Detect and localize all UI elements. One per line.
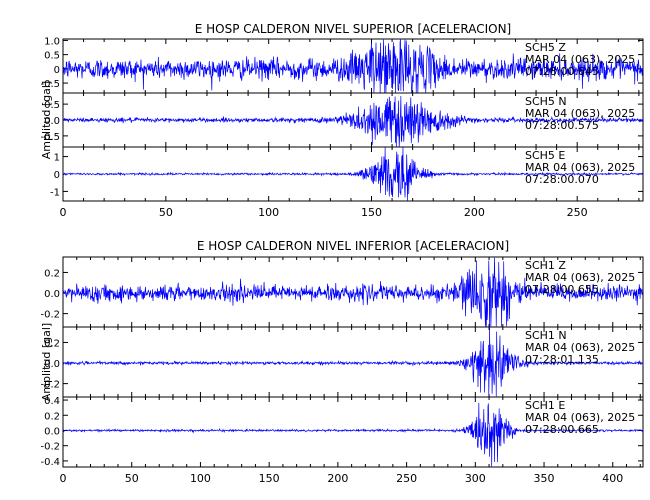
trace-station-label: SCH5 Z [525,41,566,54]
trace-station-label: SCH1 Z [525,259,566,272]
y-tick-label: 0.0 [44,426,60,437]
waveform-trace [62,327,644,397]
trace-time-label: 07:28:00.645 [525,65,599,78]
trace-time-label: 07:28:00.575 [525,119,599,132]
y-axis-label: Amplitud [gal] [40,81,53,159]
y-tick-label: 1.0 [44,36,60,47]
y-tick-label: 0 [54,170,60,181]
y-tick-label: -0.2 [40,442,60,453]
y-tick-label: 0 [54,65,60,76]
y-tick-label: -1 [50,187,60,198]
y-tick-label: -0.5 [40,79,60,90]
y-tick-label: -0.4 [40,457,60,468]
y-tick-label: 0.2 [44,411,60,422]
x-tick-label: 200 [327,472,348,485]
trace-station-label: SCH1 N [525,329,567,342]
trace-time-label: 07:28:00.070 [525,173,599,186]
trace-time-label: 07:28:01.135 [525,353,599,366]
x-tick-label: 100 [258,206,279,219]
waveform-trace [62,39,644,93]
y-tick-label: 0.5 [44,51,60,62]
trace-station-label: SCH1 E [525,399,565,412]
chart-1: E HOSP CALDERON NIVEL SUPERIOR [ACELERAC… [40,22,644,219]
x-tick-label: 100 [190,472,211,485]
y-tick-label: 1 [54,153,60,164]
chart-title: E HOSP CALDERON NIVEL SUPERIOR [ACELERAC… [195,22,511,36]
x-tick-label: 200 [464,206,485,219]
y-axis-label: Amplitud [gal] [40,323,53,401]
trace-date-label: MAR 04 (063), 2025 [525,411,635,424]
trace-date-label: MAR 04 (063), 2025 [525,271,635,284]
trace-date-label: MAR 04 (063), 2025 [525,161,635,174]
x-tick-label: 50 [125,472,139,485]
x-tick-label: 300 [465,472,486,485]
chart-2: E HOSP CALDERON NIVEL INFERIOR [ACELERAC… [40,239,644,485]
y-tick-label: -0.2 [40,310,60,321]
x-tick-label: 150 [361,206,382,219]
trace-time-label: 07:28:00.665 [525,423,599,436]
trace-date-label: MAR 04 (063), 2025 [525,107,635,120]
y-tick-label: 0.0 [44,116,60,127]
trace-date-label: MAR 04 (063), 2025 [525,53,635,66]
x-tick-label: 0 [60,472,67,485]
x-tick-label: 250 [567,206,588,219]
trace-date-label: MAR 04 (063), 2025 [525,341,635,354]
chart-title: E HOSP CALDERON NIVEL INFERIOR [ACELERAC… [197,239,509,253]
y-tick-label: 0.4 [44,396,60,407]
y-tick-label: 0.2 [44,338,60,349]
x-tick-label: 150 [259,472,280,485]
y-tick-label: 0.0 [44,289,60,300]
y-tick-label: 0.0 [44,359,60,370]
x-tick-label: 0 [60,206,67,219]
trace-station-label: SCH5 N [525,95,567,108]
x-tick-label: 350 [534,472,555,485]
trace-time-label: 07:28:00.655 [525,283,599,296]
waveform-trace [62,95,644,147]
x-tick-label: 250 [396,472,417,485]
y-tick-label: 0.5 [44,100,60,111]
waveform-trace [62,147,644,201]
y-tick-label: -0.2 [40,380,60,391]
y-tick-label: 0.2 [44,268,60,279]
y-tick-label: -0.5 [40,132,60,143]
trace-station-label: SCH5 E [525,149,565,162]
waveform-trace [62,402,644,467]
waveform-trace [62,257,644,327]
x-tick-label: 50 [159,206,173,219]
x-tick-label: 400 [602,472,623,485]
panel-frame [62,396,644,468]
